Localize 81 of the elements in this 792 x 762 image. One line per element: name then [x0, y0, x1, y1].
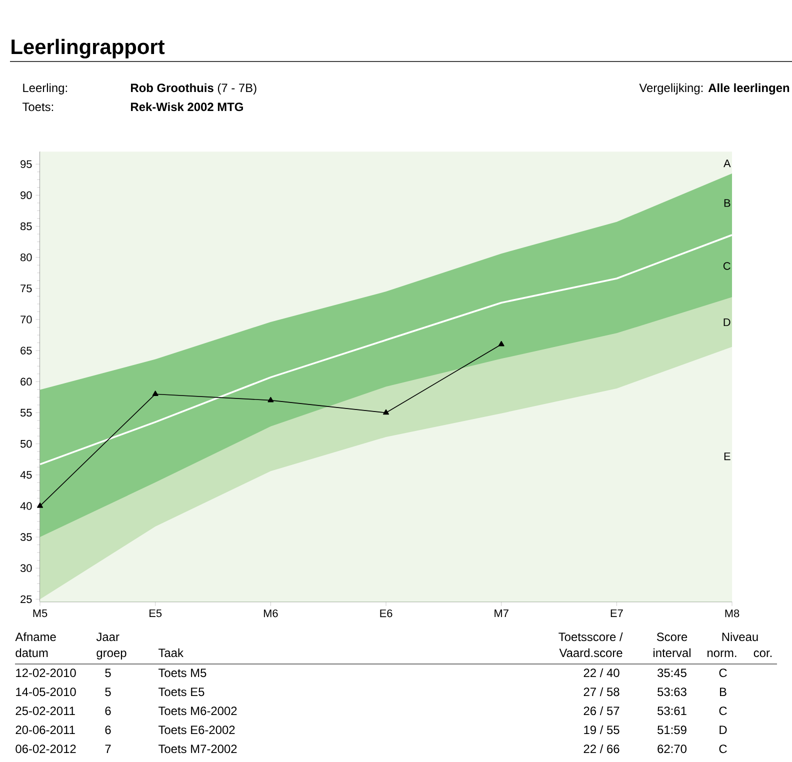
- text: Jaar: [96, 632, 120, 642]
- text: C: [719, 744, 727, 754]
- text: 26 / 57: [584, 706, 620, 716]
- annotation: B: [724, 199, 730, 207]
- text: 7: [105, 744, 111, 753]
- text: Vaard.score: [559, 648, 622, 658]
- text: Score: [656, 632, 688, 642]
- x-tick-label: E6: [380, 609, 392, 618]
- y-tick-label: 35: [20, 533, 32, 541]
- text: datum: [16, 648, 48, 658]
- text: C: [719, 706, 727, 716]
- annotation: A: [724, 160, 731, 168]
- text: Rek-Wisk 2002 MTG: [131, 102, 243, 112]
- point: [268, 396, 274, 402]
- y-tick-label: 95: [20, 160, 32, 168]
- annotation: E: [724, 452, 730, 460]
- text: 27 / 58: [584, 687, 620, 696]
- text: Taak: [158, 648, 184, 658]
- annotation: D: [724, 318, 730, 326]
- y-tick-label: 65: [20, 346, 32, 354]
- y-tick-label: 40: [20, 502, 32, 510]
- text: Toets:: [22, 102, 54, 112]
- text: Toets E6-2002: [158, 726, 235, 734]
- text: 53:61: [658, 706, 686, 716]
- text: 35:45: [658, 668, 686, 678]
- y-tick-label: 75: [20, 284, 32, 292]
- text: 6: [105, 726, 111, 734]
- text: Toetsscore /: [558, 632, 623, 642]
- text: Toets M5: [158, 668, 206, 678]
- x-tick-label: M6: [264, 609, 278, 618]
- y-tick-label: 85: [20, 222, 32, 230]
- chart-title: Leerlingrapport: [12, 38, 165, 58]
- text: groep: [96, 650, 126, 660]
- y-tick-label: 50: [20, 440, 32, 448]
- y-tick-label: 70: [20, 316, 32, 324]
- text: 25-02-2011: [16, 706, 75, 716]
- point: [37, 502, 44, 508]
- y-tick-label: 90: [20, 191, 32, 200]
- text: 06-02-2012: [16, 744, 76, 754]
- point: [152, 390, 158, 396]
- line-series: [39, 234, 733, 466]
- text: 5: [105, 688, 111, 696]
- text: 53:63: [658, 688, 686, 696]
- text: 6: [105, 706, 111, 716]
- x-tick-label: M7: [494, 609, 508, 617]
- x-tick-label: E5: [150, 609, 162, 618]
- text: 19 / 55: [584, 725, 620, 734]
- text: Toets M6-2002: [158, 706, 237, 716]
- text: 5: [105, 668, 111, 678]
- point: [498, 340, 504, 346]
- text: B: [720, 688, 726, 696]
- text: Afname: [15, 632, 56, 642]
- point: [383, 409, 390, 415]
- text: C: [719, 668, 727, 678]
- y-tick-label: 30: [20, 564, 32, 572]
- text: Vergelijking: Alle leerlingen: [639, 83, 790, 95]
- text: 51:59: [658, 726, 686, 734]
- text: 22 / 66: [584, 744, 620, 754]
- annotation: C: [723, 262, 730, 270]
- x-tick-label: M5: [33, 609, 48, 618]
- x-tick-label: M8: [725, 609, 740, 618]
- text: norm.: [708, 650, 736, 658]
- text: Toets E5: [158, 688, 204, 696]
- text: Leerling:: [23, 83, 67, 94]
- text: 20-06-2011: [16, 726, 75, 734]
- y-tick-label: 25: [20, 595, 32, 604]
- text: 62:70: [658, 744, 686, 754]
- y-tick-label: 80: [20, 253, 32, 262]
- text: Rob Groothuis (7 - 7B): [131, 83, 256, 94]
- text: 22 / 40: [584, 668, 620, 678]
- y-tick-label: 60: [20, 378, 32, 386]
- x-tick-label: E7: [610, 609, 623, 617]
- y-tick-label: 55: [20, 408, 32, 417]
- text: interval: [654, 648, 690, 658]
- text: 14-05-2010: [16, 688, 76, 696]
- text: cor.: [754, 650, 772, 658]
- text: Toets M7-2002: [158, 744, 237, 754]
- y-tick-label: 45: [20, 471, 32, 479]
- text: 12-02-2010: [16, 668, 76, 678]
- text: Niveau: [722, 632, 758, 642]
- text: D: [720, 726, 727, 734]
